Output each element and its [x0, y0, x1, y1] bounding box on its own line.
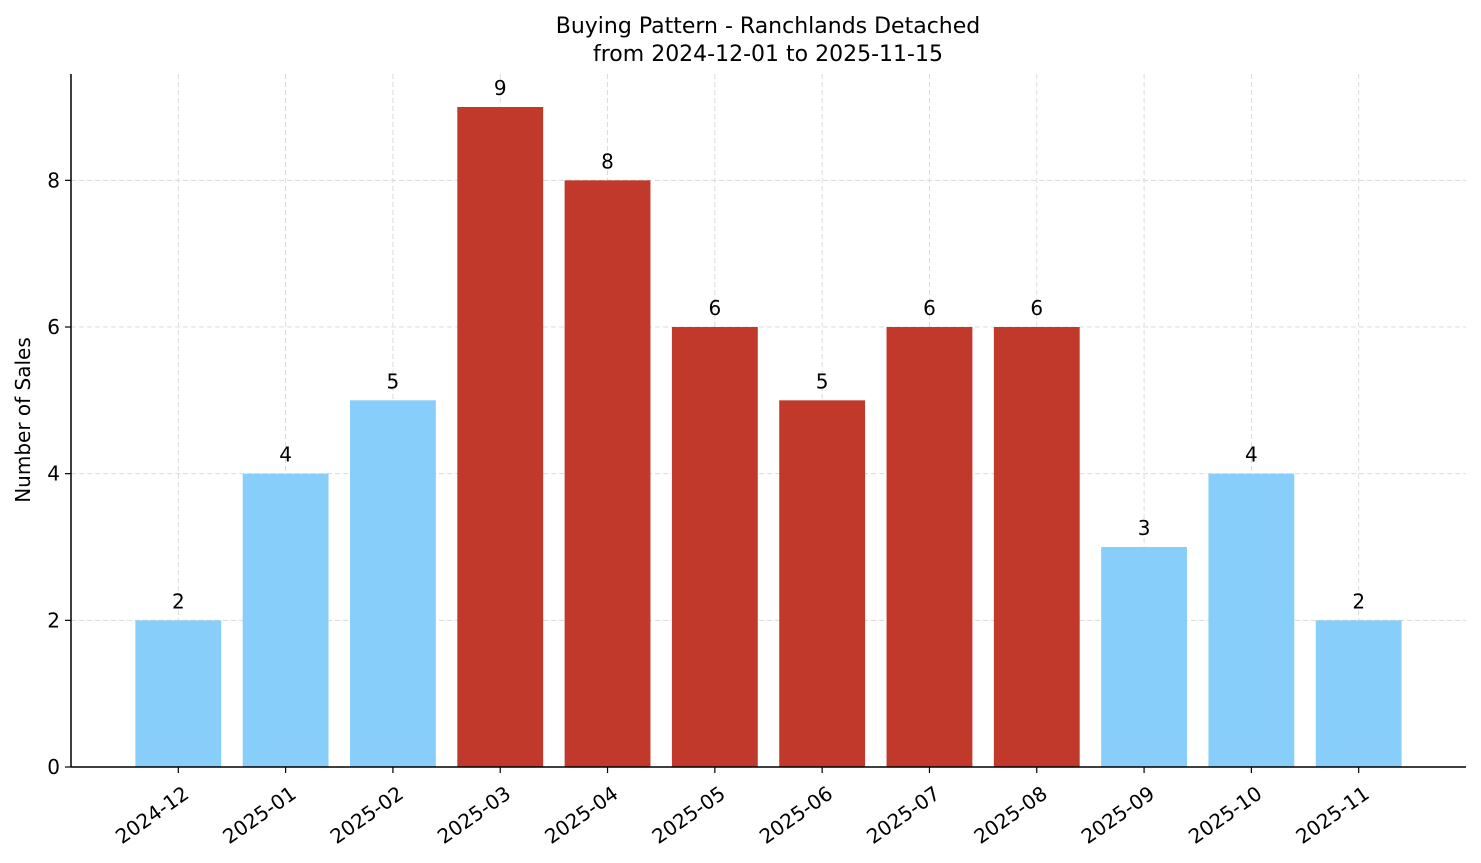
x-tick-label: 2025-09 [1077, 781, 1159, 849]
bar [350, 400, 436, 767]
x-tick-label: 2025-05 [648, 781, 730, 849]
bar [242, 473, 329, 767]
x-tick-label: 2024-12 [111, 781, 193, 849]
value-label: 5 [816, 369, 829, 393]
bar [135, 620, 222, 767]
x-tick-label: 2025-08 [969, 781, 1051, 849]
bar [457, 107, 544, 767]
x-tick-label: 2025-10 [1184, 781, 1266, 849]
value-label: 4 [1245, 443, 1258, 467]
bar [779, 400, 866, 767]
x-tick-label: 2025-03 [433, 781, 515, 849]
y-tick-label: 8 [47, 168, 60, 192]
y-tick-label: 2 [47, 608, 60, 632]
chart-subtitle: from 2024-12-01 to 2025-11-15 [593, 42, 943, 67]
value-label: 6 [708, 296, 721, 320]
x-tick-label: 2025-11 [1291, 781, 1373, 849]
value-label: 5 [387, 369, 400, 393]
value-label: 9 [494, 76, 507, 100]
value-label: 2 [172, 589, 185, 613]
value-label: 6 [923, 296, 936, 320]
bar [993, 327, 1080, 767]
x-tick-label: 2025-07 [862, 781, 944, 849]
value-label: 4 [279, 443, 292, 467]
chart-title: Buying Pattern - Ranchlands Detached [556, 14, 981, 39]
bar [564, 180, 651, 768]
y-axis-label: Number of Sales [11, 337, 35, 503]
x-tick-label: 2025-01 [218, 781, 300, 849]
value-label: 3 [1138, 516, 1151, 540]
bar [1101, 547, 1187, 767]
x-tick-label: 2025-06 [755, 781, 837, 849]
y-tick-label: 4 [47, 462, 60, 486]
x-tick-label: 2025-04 [540, 781, 622, 849]
y-tick-label: 6 [47, 315, 60, 339]
bar [671, 327, 758, 767]
x-tick-label: 2025-02 [326, 781, 408, 849]
value-label: 6 [1030, 296, 1043, 320]
value-label: 8 [601, 149, 614, 173]
bar [886, 327, 973, 767]
bar [1208, 473, 1295, 767]
bar [1315, 620, 1402, 767]
y-tick-label: 0 [47, 755, 60, 779]
value-label: 2 [1352, 589, 1365, 613]
